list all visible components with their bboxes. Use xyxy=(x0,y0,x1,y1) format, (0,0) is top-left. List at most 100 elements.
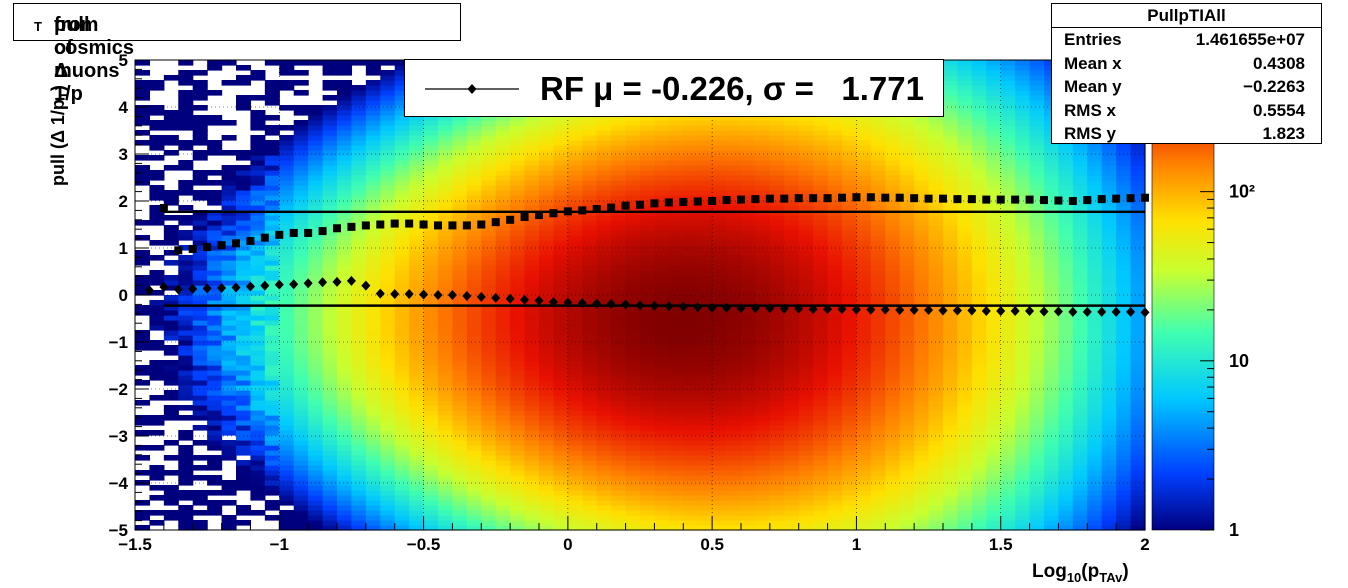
heatmap-cell xyxy=(495,360,511,366)
heatmap-cell xyxy=(870,410,886,416)
heatmap-cell xyxy=(567,445,583,451)
heatmap-cell xyxy=(250,255,266,261)
heatmap-cell xyxy=(466,475,482,481)
heatmap-cell xyxy=(611,475,627,481)
heatmap-cell xyxy=(409,250,425,256)
heatmap-cell xyxy=(654,180,670,186)
heatmap-cell xyxy=(885,520,901,526)
heatmap-cell xyxy=(351,410,367,416)
heatmap-cell xyxy=(163,405,179,411)
heatmap-cell xyxy=(264,85,280,91)
heatmap-cell xyxy=(625,325,641,331)
heatmap-cell xyxy=(784,225,800,231)
heatmap-cell xyxy=(582,355,598,361)
heatmap-cell xyxy=(683,520,699,526)
heatmap-cell xyxy=(481,395,497,401)
heatmap-cell xyxy=(380,265,396,271)
heatmap-cell xyxy=(567,525,583,531)
heatmap-cell xyxy=(582,315,598,321)
heatmap-cell xyxy=(668,440,684,446)
heatmap-cell xyxy=(596,160,612,166)
heatmap-cell xyxy=(611,405,627,411)
heatmap-cell xyxy=(250,295,266,301)
heatmap-cell xyxy=(438,445,454,451)
heatmap-cell xyxy=(423,165,439,171)
heatmap-cell xyxy=(741,345,757,351)
heatmap-cell xyxy=(596,270,612,276)
heatmap-cell xyxy=(741,315,757,321)
heatmap-cell xyxy=(582,475,598,481)
heatmap-cell xyxy=(394,315,410,321)
heatmap-cell xyxy=(596,355,612,361)
heatmap-cell xyxy=(885,490,901,496)
heatmap-cell xyxy=(712,345,728,351)
heatmap-cell xyxy=(250,435,266,441)
heatmap-cell xyxy=(279,315,295,321)
heatmap-cell xyxy=(553,320,569,326)
heatmap-cell xyxy=(798,440,814,446)
heatmap-cell xyxy=(322,405,338,411)
heatmap-cell xyxy=(481,175,497,181)
heatmap-cell xyxy=(899,475,915,481)
heatmap-cell xyxy=(495,160,511,166)
heatmap-cell xyxy=(236,280,252,286)
heatmap-cell xyxy=(899,425,915,431)
heatmap-cell xyxy=(279,325,295,331)
heatmap-cell xyxy=(668,255,684,261)
heatmap-cell xyxy=(712,220,728,226)
heatmap-cell xyxy=(135,220,151,226)
heatmap-cell xyxy=(539,270,555,276)
heatmap-cell xyxy=(582,410,598,416)
heatmap-cell xyxy=(928,395,944,401)
heatmap-cell xyxy=(842,360,858,366)
heatmap-cell xyxy=(567,115,583,121)
heatmap-cell xyxy=(755,400,771,406)
heatmap-cell xyxy=(495,225,511,231)
heatmap-cell xyxy=(654,335,670,341)
heatmap-cell xyxy=(351,250,367,256)
heatmap-cell xyxy=(495,395,511,401)
heatmap-cell xyxy=(293,435,309,441)
heatmap-cell xyxy=(596,135,612,141)
heatmap-cell xyxy=(466,190,482,196)
heatmap-cell xyxy=(524,160,540,166)
heatmap-cell xyxy=(264,235,280,241)
heatmap-cell xyxy=(654,475,670,481)
heatmap-cell xyxy=(365,490,381,496)
heatmap-cell xyxy=(409,390,425,396)
heatmap-cell xyxy=(654,300,670,306)
heatmap-cell xyxy=(337,480,353,486)
heatmap-cell xyxy=(293,380,309,386)
heatmap-cell xyxy=(798,395,814,401)
heatmap-cell xyxy=(683,335,699,341)
heatmap-cell xyxy=(928,245,944,251)
heatmap-cell xyxy=(178,525,194,531)
heatmap-cell xyxy=(741,340,757,346)
heatmap-cell xyxy=(928,460,944,466)
heatmap-cell xyxy=(423,225,439,231)
heatmap-cell xyxy=(178,205,194,211)
heatmap-cell xyxy=(236,265,252,271)
heatmap-cell xyxy=(798,175,814,181)
heatmap-cell xyxy=(741,295,757,301)
heatmap-cell xyxy=(668,235,684,241)
heatmap-cell xyxy=(726,400,742,406)
heatmap-cell xyxy=(539,295,555,301)
heatmap-cell xyxy=(207,330,223,336)
heatmap-cell xyxy=(308,145,324,151)
heatmap-cell xyxy=(135,140,151,146)
heatmap-cell xyxy=(495,295,511,301)
heatmap-cell xyxy=(351,290,367,296)
heatmap-cell xyxy=(524,350,540,356)
heatmap-cell xyxy=(178,325,194,331)
heatmap-cell xyxy=(539,520,555,526)
heatmap-cell xyxy=(943,505,959,511)
heatmap-cell xyxy=(365,290,381,296)
heatmap-cell xyxy=(438,450,454,456)
heatmap-cell xyxy=(207,200,223,206)
heatmap-cell xyxy=(567,170,583,176)
heatmap-cell xyxy=(279,480,295,486)
heatmap-cell xyxy=(755,445,771,451)
heatmap-cell xyxy=(135,85,151,91)
heatmap-cell xyxy=(365,190,381,196)
